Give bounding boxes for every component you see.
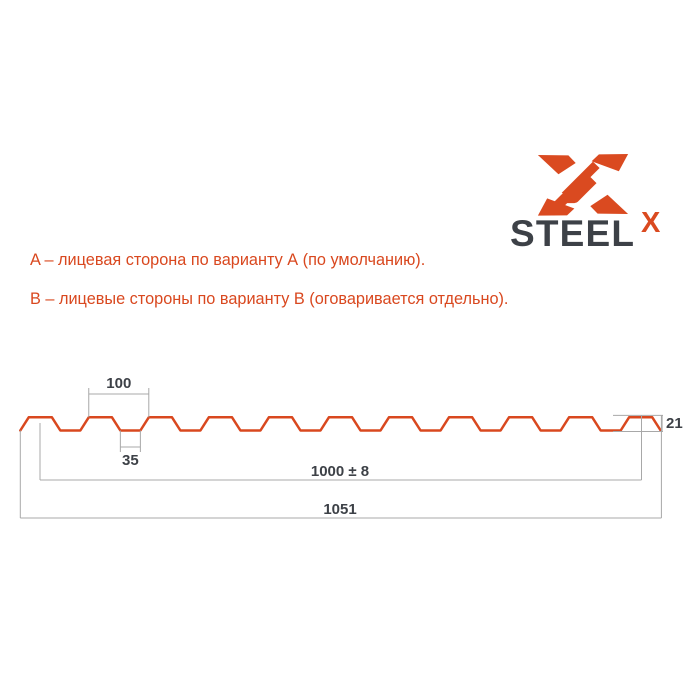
svg-text:21: 21 xyxy=(666,415,683,432)
svg-text:1051: 1051 xyxy=(323,501,356,518)
svg-text:1000 ± 8: 1000 ± 8 xyxy=(311,463,369,480)
svg-text:35: 35 xyxy=(122,452,139,469)
svg-text:100: 100 xyxy=(106,375,131,392)
